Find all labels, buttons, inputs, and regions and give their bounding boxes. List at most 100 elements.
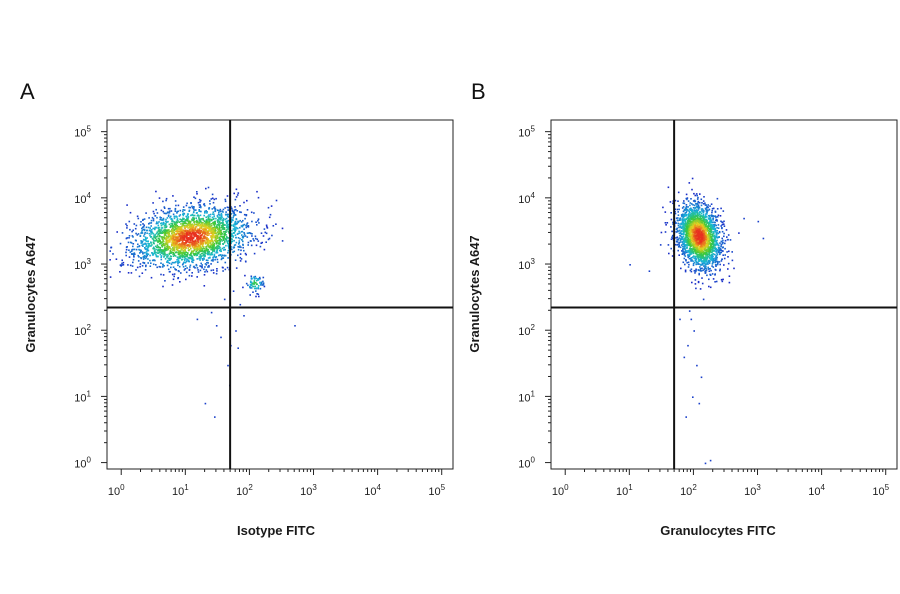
event-point <box>166 237 169 239</box>
event-point <box>250 280 252 283</box>
event-point <box>699 258 701 261</box>
event-point <box>678 237 681 239</box>
event-point <box>685 211 688 214</box>
event-point <box>686 251 688 254</box>
event-point <box>693 192 695 195</box>
event-point <box>682 225 685 228</box>
event-point <box>125 248 128 251</box>
event-point <box>703 247 706 250</box>
event-point <box>267 206 270 209</box>
event-point <box>691 281 693 284</box>
event-point <box>704 204 707 206</box>
event-point <box>172 266 175 268</box>
event-point <box>205 220 208 222</box>
event-point <box>720 207 722 210</box>
event-point <box>153 247 156 250</box>
event-point <box>681 253 684 255</box>
event-point <box>695 287 697 290</box>
event-point <box>692 227 694 230</box>
event-point <box>188 224 191 227</box>
event-point <box>715 248 718 250</box>
event-point <box>167 248 170 251</box>
event-point <box>213 237 215 239</box>
event-point <box>183 212 185 215</box>
event-point <box>693 220 696 222</box>
event-point <box>198 215 200 217</box>
event-point <box>692 212 694 215</box>
event-point <box>693 269 696 272</box>
event-point <box>690 270 693 273</box>
event-point <box>183 237 186 239</box>
event-point <box>712 278 715 280</box>
event-point <box>700 198 703 201</box>
event-point <box>718 251 720 254</box>
event-point <box>692 224 694 226</box>
event-point <box>714 257 717 260</box>
event-point <box>153 235 155 237</box>
event-point <box>679 219 682 221</box>
event-point <box>696 254 699 257</box>
event-point <box>162 238 164 240</box>
event-point <box>721 221 724 224</box>
event-point <box>155 251 157 254</box>
event-point <box>225 235 228 238</box>
event-point <box>189 254 191 256</box>
event-point <box>204 241 206 244</box>
event-point <box>199 214 202 217</box>
event-point <box>716 256 718 259</box>
event-point <box>712 240 714 243</box>
event-point <box>213 255 216 257</box>
event-point <box>264 231 267 234</box>
event-point <box>164 280 166 282</box>
event-point <box>683 215 685 217</box>
event-point <box>186 217 188 219</box>
event-point <box>126 227 128 229</box>
event-point <box>684 219 686 222</box>
event-point <box>698 207 700 209</box>
event-point <box>166 231 169 233</box>
event-point <box>165 221 168 223</box>
event-point <box>119 242 122 245</box>
event-point <box>707 259 710 262</box>
event-point <box>207 259 209 262</box>
event-point <box>686 197 689 199</box>
event-point <box>211 227 214 229</box>
event-point <box>219 238 221 240</box>
event-point <box>243 228 245 230</box>
event-point <box>704 216 707 219</box>
event-point <box>686 210 688 212</box>
event-point <box>189 223 191 225</box>
event-point <box>686 261 688 264</box>
event-point <box>677 217 679 219</box>
event-point <box>161 241 163 243</box>
event-point <box>204 252 206 255</box>
event-point <box>186 233 188 236</box>
event-point <box>724 242 726 245</box>
event-point <box>189 243 191 245</box>
event-point <box>109 276 112 278</box>
event-point <box>680 232 682 235</box>
event-point <box>141 244 143 247</box>
event-point <box>684 213 686 216</box>
event-point <box>219 216 221 218</box>
event-point <box>689 232 692 234</box>
event-point <box>720 245 722 248</box>
event-point <box>697 260 700 262</box>
event-point <box>691 249 694 251</box>
event-point <box>706 230 709 232</box>
event-point <box>244 274 246 277</box>
event-point <box>711 248 714 251</box>
event-point <box>164 227 166 229</box>
event-point <box>712 225 715 227</box>
event-point <box>179 218 181 221</box>
event-point <box>221 266 224 269</box>
event-point <box>711 255 714 257</box>
event-point <box>691 244 694 246</box>
event-point <box>702 298 705 301</box>
event-point <box>235 188 238 191</box>
event-point <box>688 219 690 222</box>
event-point <box>681 213 684 216</box>
event-point <box>694 272 696 274</box>
event-point <box>715 250 717 253</box>
event-point <box>690 257 693 259</box>
